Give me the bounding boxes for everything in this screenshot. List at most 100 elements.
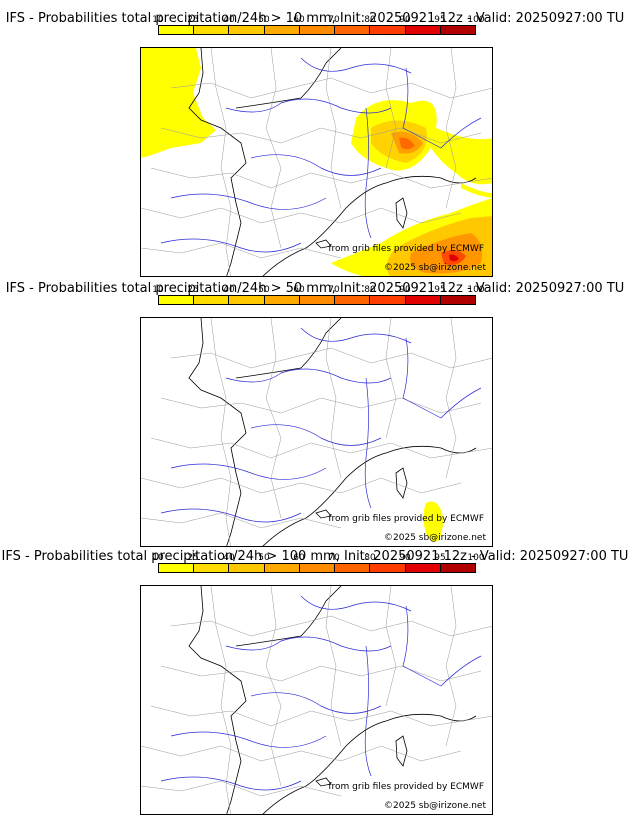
colorbar-tick: 60 <box>293 15 305 25</box>
colorbar-tick: 40 <box>223 553 235 563</box>
colorbar-segment <box>159 26 195 34</box>
coastline <box>235 318 342 379</box>
balearic-coast <box>315 239 332 249</box>
colorbar-tick: 95 <box>434 553 446 563</box>
colorbar-tick: 40 <box>223 15 235 25</box>
colorbar-segment <box>335 564 371 572</box>
source-credit: from grib files provided by ECMWF <box>328 782 484 792</box>
colorbar-tick: 60 <box>293 553 305 563</box>
colorbar-segment <box>299 26 336 34</box>
colorbar-tick: 100 <box>467 285 485 295</box>
admin-borders <box>141 48 492 276</box>
source-credit: from grib files provided by ECMWF <box>328 514 484 524</box>
colorbar-segment <box>229 26 265 34</box>
colorbar-ticks: 10 25 40 50 60 70 80 90 95 100 <box>0 286 630 296</box>
coastline <box>188 48 247 276</box>
admin-borders <box>141 318 492 546</box>
colorbar-tick: 70 <box>328 15 340 25</box>
panel-10mm: IFS - Probabilities total precipitation/… <box>0 0 630 277</box>
corsica-coast <box>395 735 408 767</box>
colorbar-tick: 10 <box>152 285 164 295</box>
balearic-coast <box>315 777 332 787</box>
copyright-credit: ©2025 sb@irizone.net <box>384 263 486 273</box>
colorbar-tick: 90 <box>399 15 411 25</box>
panel-50mm: IFS - Probabilities total precipitation/… <box>0 270 630 547</box>
colorbar-tick: 10 <box>152 15 164 25</box>
colorbar-segment <box>370 564 406 572</box>
corsica-coast <box>395 197 408 229</box>
map-canvas <box>141 586 492 814</box>
colorbar-segment <box>194 26 230 34</box>
balearic-coast <box>315 509 332 519</box>
colorbar-segment <box>440 296 475 304</box>
precip-probability-field <box>141 48 492 276</box>
precip-map: from grib files provided by ECMWF ©2025 … <box>140 585 493 815</box>
corsica-coast <box>395 467 408 499</box>
colorbar-tick: 25 <box>187 553 199 563</box>
copyright-credit: ©2025 sb@irizone.net <box>384 533 486 543</box>
colorbar-segment <box>159 296 195 304</box>
colorbar-tick: 50 <box>258 553 270 563</box>
source-credit: from grib files provided by ECMWF <box>328 244 484 254</box>
colorbar-ticks: 10 25 40 50 60 70 80 90 95 100 <box>0 554 630 564</box>
coastline <box>188 318 247 546</box>
rivers <box>160 327 482 523</box>
rivers <box>160 57 482 253</box>
colorbar-segment <box>229 564 265 572</box>
colorbar <box>158 295 476 305</box>
colorbar <box>158 25 476 35</box>
colorbar-tick: 25 <box>187 15 199 25</box>
colorbar-segment <box>194 564 230 572</box>
colorbar-tick: 95 <box>434 285 446 295</box>
colorbar-tick: 80 <box>364 553 376 563</box>
colorbar-segment <box>264 296 300 304</box>
panel-title: IFS - Probabilities total precipitation/… <box>1 549 629 564</box>
colorbar-segment <box>264 26 300 34</box>
colorbar-ticks: 10 25 40 50 60 70 80 90 95 100 <box>0 16 630 26</box>
colorbar-segment <box>264 564 300 572</box>
colorbar-tick: 25 <box>187 285 199 295</box>
coastline <box>262 445 477 546</box>
colorbar-segment <box>159 564 195 572</box>
colorbar-segment <box>335 26 371 34</box>
colorbar-segment <box>405 26 441 34</box>
colorbar-tick: 100 <box>467 15 485 25</box>
coastline <box>262 713 477 814</box>
colorbar-tick: 95 <box>434 15 446 25</box>
coastline <box>235 48 342 109</box>
map-canvas <box>141 318 492 546</box>
admin-borders <box>141 586 492 814</box>
colorbar-tick: 50 <box>258 15 270 25</box>
coastline <box>235 586 342 647</box>
map-canvas <box>141 48 492 276</box>
colorbar-segment <box>370 296 406 304</box>
colorbar-tick: 70 <box>328 285 340 295</box>
rivers <box>160 595 482 791</box>
colorbar <box>158 563 476 573</box>
panel-title: IFS - Probabilities total precipitation/… <box>5 11 625 26</box>
precip-map: from grib files provided by ECMWF ©2025 … <box>140 317 493 547</box>
colorbar-segment <box>194 296 230 304</box>
colorbar-segment <box>229 296 265 304</box>
precip-probability-field <box>423 501 444 542</box>
colorbar-segment <box>440 564 475 572</box>
panel-100mm: IFS - Probabilities total precipitation/… <box>0 538 630 815</box>
colorbar-segment <box>405 296 441 304</box>
colorbar-tick: 80 <box>364 285 376 295</box>
colorbar-tick: 10 <box>152 553 164 563</box>
colorbar-tick: 70 <box>328 553 340 563</box>
colorbar-tick: 90 <box>399 553 411 563</box>
colorbar-tick: 100 <box>467 553 485 563</box>
colorbar-tick: 60 <box>293 285 305 295</box>
coastline <box>188 586 247 814</box>
colorbar-segment <box>335 296 371 304</box>
colorbar-segment <box>405 564 441 572</box>
colorbar-tick: 40 <box>223 285 235 295</box>
colorbar-tick: 90 <box>399 285 411 295</box>
copyright-credit: ©2025 sb@irizone.net <box>384 801 486 811</box>
colorbar-tick: 50 <box>258 285 270 295</box>
precip-map: from grib files provided by ECMWF ©2025 … <box>140 47 493 277</box>
colorbar-segment <box>440 26 475 34</box>
panel-title: IFS - Probabilities total precipitation/… <box>5 281 625 296</box>
colorbar-tick: 80 <box>364 15 376 25</box>
